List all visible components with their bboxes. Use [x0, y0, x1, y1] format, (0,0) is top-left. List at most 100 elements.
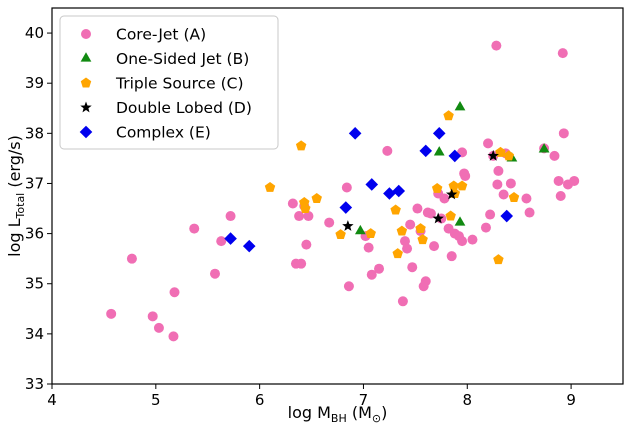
- point-triple-source-c: [445, 210, 456, 221]
- point-core-jet-a: [153, 322, 164, 333]
- point-core-jet-a: [296, 258, 307, 269]
- x-tick-label: 8: [462, 391, 472, 409]
- legend-marker-complex-e: [79, 125, 93, 139]
- legend-marker-core-jet-a: [81, 29, 91, 39]
- point-core-jet-a: [106, 308, 117, 319]
- legend-label-double-lobed-d: Double Lobed (D): [116, 99, 252, 117]
- legend-marker-triple-source-c: [80, 77, 92, 88]
- point-core-jet-a: [553, 175, 564, 186]
- point-core-jet-a: [493, 165, 504, 176]
- point-triple-source-c: [392, 248, 403, 259]
- point-one-sided-jet-b: [538, 143, 550, 153]
- point-core-jet-a: [407, 262, 418, 273]
- point-complex-e: [383, 187, 396, 200]
- point-core-jet-a: [549, 150, 560, 161]
- point-core-jet-a: [524, 207, 535, 218]
- x-tick-label: 4: [47, 391, 57, 409]
- point-complex-e: [500, 209, 514, 223]
- y-tick-label: 35: [25, 275, 44, 293]
- x-tick-label: 6: [255, 391, 265, 409]
- y-axis-label: log LTotal (erg/s): [5, 135, 27, 257]
- point-triple-source-c: [300, 203, 311, 213]
- legend-marker-one-sided-jet-b: [80, 52, 92, 62]
- point-core-jet-a: [505, 178, 516, 189]
- y-axis-label-unit: (erg/s): [5, 135, 24, 193]
- point-core-jet-a: [341, 182, 352, 193]
- x-axis-label-unit-pre: (M: [347, 403, 372, 422]
- point-core-jet-a: [209, 268, 220, 279]
- point-core-jet-a: [429, 241, 440, 252]
- point-triple-source-c: [311, 193, 322, 203]
- point-core-jet-a: [374, 263, 385, 274]
- x-tick-label: 7: [359, 391, 369, 409]
- point-complex-e: [419, 144, 433, 158]
- y-tick-label: 34: [25, 325, 44, 343]
- point-core-jet-a: [168, 331, 179, 342]
- point-triple-source-c: [456, 180, 468, 191]
- point-triple-source-c: [396, 225, 408, 236]
- point-core-jet-a: [287, 198, 298, 209]
- point-core-jet-a: [147, 311, 158, 322]
- point-core-jet-a: [294, 211, 305, 222]
- legend-box: [59, 15, 279, 150]
- point-core-jet-a: [363, 242, 374, 253]
- y-tick-label: 40: [25, 24, 44, 42]
- y-tick-label: 36: [25, 225, 44, 243]
- point-core-jet-a: [225, 211, 236, 222]
- legend-label-triple-source-c: Triple Source (C): [115, 75, 244, 93]
- point-core-jet-a: [216, 236, 227, 247]
- point-complex-e: [432, 127, 446, 140]
- point-complex-e: [242, 239, 256, 253]
- point-core-jet-a: [301, 239, 312, 250]
- point-core-jet-a: [498, 189, 509, 200]
- point-triple-source-c: [503, 150, 515, 161]
- point-triple-source-c: [365, 228, 376, 239]
- point-core-jet-a: [557, 48, 568, 59]
- point-core-jet-a: [467, 234, 478, 245]
- point-core-jet-a: [480, 222, 491, 233]
- point-triple-source-c: [448, 180, 460, 191]
- point-core-jet-a: [303, 211, 314, 222]
- point-core-jet-a: [485, 209, 496, 220]
- point-double-lobed-d: [445, 188, 458, 200]
- legend-label-core-jet-a: Core-Jet (A): [116, 26, 206, 44]
- point-core-jet-a: [555, 191, 566, 201]
- legend-marker-double-lobed-d: [80, 101, 92, 113]
- legend-label-complex-e: Complex (E): [116, 124, 211, 142]
- point-double-lobed-d: [342, 220, 354, 231]
- point-double-lobed-d: [487, 149, 499, 161]
- legend: Core-Jet (A) One-Sided Jet (B) Triple Sour…: [59, 15, 279, 150]
- point-one-sided-jet-b: [454, 216, 466, 226]
- plot-frame: [51, 7, 624, 385]
- x-tick-label: 5: [151, 391, 161, 409]
- point-one-sided-jet-b: [354, 224, 366, 235]
- point-complex-e: [448, 149, 462, 163]
- point-core-jet-a: [412, 203, 423, 214]
- point-core-jet-a: [169, 287, 180, 298]
- point-core-jet-a: [397, 296, 408, 307]
- point-triple-source-c: [335, 229, 346, 240]
- x-axis-label-sub: BH: [331, 412, 347, 425]
- point-core-jet-a: [446, 251, 457, 262]
- point-complex-e: [392, 184, 406, 198]
- point-triple-source-c: [295, 140, 307, 151]
- point-triple-source-c: [415, 223, 426, 234]
- point-complex-e: [339, 201, 353, 214]
- point-core-jet-a: [492, 179, 503, 190]
- point-core-jet-a: [439, 193, 450, 204]
- point-core-jet-a: [425, 208, 436, 219]
- point-core-jet-a: [420, 276, 431, 287]
- point-core-jet-a: [366, 269, 377, 280]
- point-complex-e: [348, 127, 362, 140]
- point-core-jet-a: [189, 223, 200, 234]
- x-axis-label-unit-sub: ⊙: [372, 412, 381, 425]
- point-triple-source-c: [443, 110, 454, 121]
- y-tick-label: 38: [25, 124, 44, 142]
- point-core-jet-a: [460, 170, 471, 181]
- y-axis-label-sub: Total: [14, 193, 27, 220]
- legend-label-one-sided-jet-b: One-Sided Jet (B): [116, 50, 249, 68]
- point-core-jet-a: [491, 40, 502, 51]
- point-core-jet-a: [405, 219, 416, 230]
- point-core-jet-a: [457, 236, 468, 247]
